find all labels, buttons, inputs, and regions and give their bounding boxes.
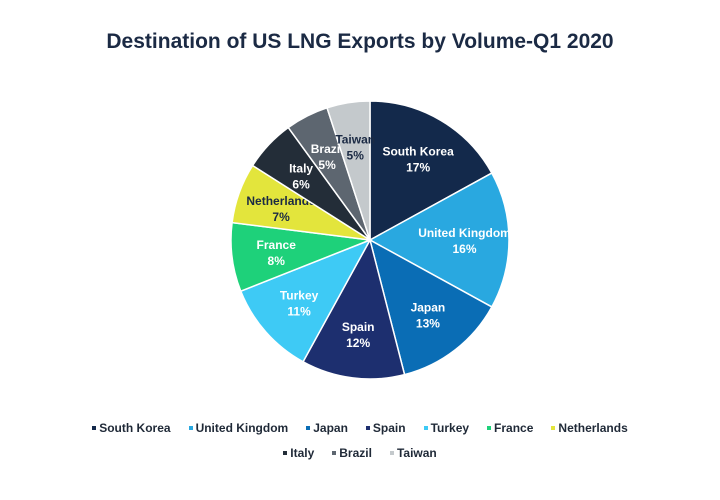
pie-slice-spain — [302, 237, 406, 380]
legend-label-japan: Japan — [313, 421, 348, 435]
legend-label-brazil: Brazil — [339, 446, 372, 460]
slice-label-united-kingdom: United Kingdom — [418, 226, 511, 240]
pie-slice-taiwan — [326, 100, 371, 241]
legend-label-turkey: Turkey — [430, 421, 470, 435]
pie-slice-united-kingdom — [368, 172, 510, 308]
slice-value-south-korea: 17% — [406, 161, 430, 175]
legend-label-italy: Italy — [290, 446, 315, 460]
legend-label-united-kingdom: United Kingdom — [195, 421, 289, 435]
slice-label-spain: Spain — [342, 320, 375, 334]
legend-swatch-france — [487, 426, 492, 430]
legend-swatch-brazil — [332, 451, 337, 455]
slice-label-japan: Japan — [411, 301, 446, 315]
slice-value-spain: 12% — [346, 336, 370, 350]
legend-item-south-korea: South Korea — [92, 421, 171, 435]
legend-label-netherlands: Netherlands — [558, 421, 628, 435]
slice-label-taiwan: Taiwan — [335, 133, 375, 147]
slice-label-south-korea: South Korea — [382, 145, 454, 159]
slice-value-netherlands: 7% — [272, 210, 290, 224]
legend-item-turkey: Turkey — [423, 421, 470, 435]
legend-item-spain: Spain — [365, 421, 406, 435]
slice-value-brazil: 5% — [318, 158, 336, 172]
slice-value-italy: 6% — [292, 177, 310, 191]
legend-swatch-spain — [365, 426, 370, 430]
legend-item-taiwan: Taiwan — [389, 446, 437, 460]
legend-item-italy: Italy — [283, 446, 314, 460]
legend-swatch-turkey — [423, 426, 428, 430]
slice-label-france: France — [257, 238, 297, 252]
legend-label-taiwan: Taiwan — [396, 446, 437, 460]
legend-swatch-japan — [306, 426, 311, 430]
legend-row-1: South Korea United Kingdom Japan Spain Turke… — [0, 421, 720, 435]
pie-slice-south-korea — [369, 100, 493, 242]
slice-label-netherlands: Netherlands — [246, 194, 316, 208]
legend-label-spain: Spain — [372, 421, 406, 435]
slice-value-united-kingdom: 16% — [453, 242, 477, 256]
legend-item-united-kingdom: United Kingdom — [188, 421, 289, 435]
slice-label-brazil: Brazil — [311, 142, 344, 156]
legend-label-south-korea: South Korea — [99, 421, 171, 435]
chart-title: Destination of US LNG Exports by Volume-… — [106, 30, 614, 53]
legend-label-france: France — [494, 421, 534, 435]
legend-item-france: France — [487, 421, 533, 435]
pie-slice-turkey — [239, 238, 372, 363]
legend-item-japan: Japan — [306, 421, 348, 435]
slice-label-italy: Italy — [289, 161, 313, 175]
legend-swatch-united-kingdom — [188, 426, 193, 430]
legend-item-brazil: Brazil — [332, 446, 372, 460]
legend-row-2: Italy Brazil Taiwan — [0, 446, 720, 460]
legend-swatch-south-korea — [92, 426, 97, 430]
slice-value-taiwan: 5% — [347, 149, 365, 163]
slice-value-japan: 13% — [416, 317, 440, 331]
slice-value-turkey: 11% — [287, 305, 311, 319]
pie-slice-japan — [368, 238, 493, 376]
legend-swatch-netherlands — [551, 426, 556, 430]
slice-label-turkey: Turkey — [280, 289, 319, 303]
legend-swatch-taiwan — [389, 451, 394, 455]
slice-value-france: 8% — [268, 254, 286, 268]
legend-swatch-italy — [283, 451, 288, 455]
legend-item-netherlands: Netherlands — [551, 421, 628, 435]
